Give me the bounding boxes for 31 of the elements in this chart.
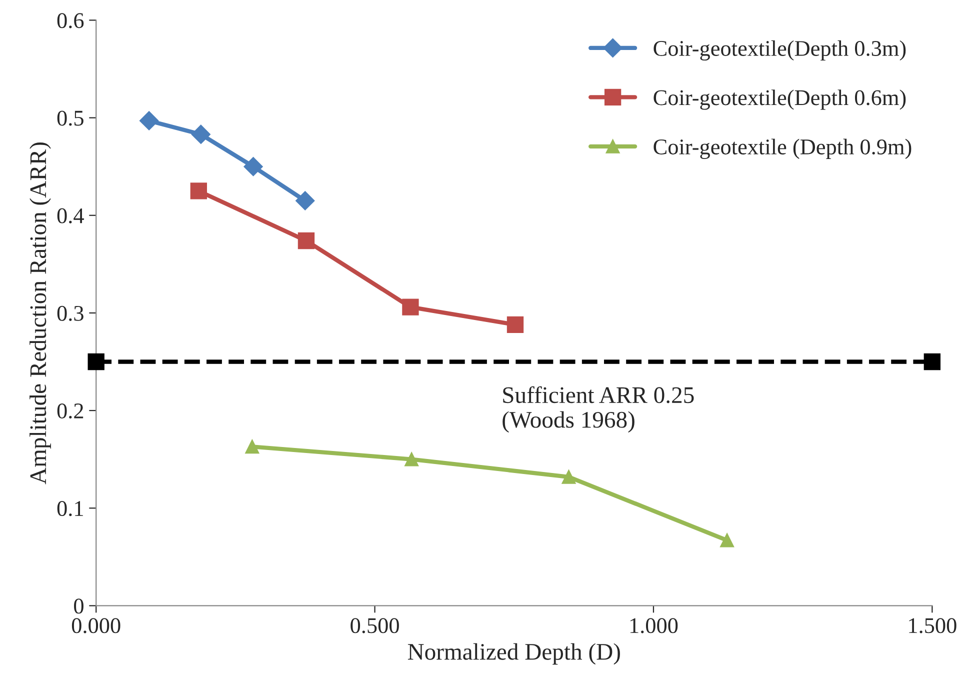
- y-tick-label: 0.3: [57, 306, 84, 321]
- point: [190, 182, 207, 200]
- y-tick-label: 0: [74, 598, 84, 614]
- y-tick-label: 0.1: [57, 501, 83, 516]
- point: [244, 157, 263, 176]
- x-axis-title: Normalized Depth (D): [408, 643, 620, 665]
- point: [402, 298, 419, 316]
- y-tick-label: 0.5: [57, 110, 84, 126]
- y-tick-label: 0.6: [57, 13, 84, 28]
- point: [720, 533, 734, 548]
- point: [924, 353, 941, 370]
- x-tick-label: 0.500: [350, 618, 399, 634]
- y-axis-title: Amplitude Reduction Ration (ARR): [30, 142, 51, 484]
- point: [404, 452, 419, 466]
- point: [88, 353, 104, 370]
- x-tick-label: 1.000: [630, 618, 678, 634]
- point: [562, 470, 576, 484]
- x-tick-label: 0.000: [72, 618, 120, 634]
- point: [296, 191, 315, 210]
- legend-label: Coir-geotextile(Depth 0.3m): [654, 40, 906, 61]
- x-tick-label: 1.500: [909, 618, 956, 634]
- y-tick-label: 0.4: [57, 208, 84, 224]
- legend-label: Coir-geotextile (Depth 0.9m): [654, 138, 912, 160]
- point: [140, 111, 159, 130]
- point: [506, 316, 524, 333]
- point: [245, 440, 260, 454]
- point: [191, 124, 210, 144]
- y-tick-label: 0.2: [57, 403, 84, 419]
- point: [298, 232, 315, 250]
- annotation: Sufficient ARR 0.25 (Woods 1968): [502, 386, 694, 433]
- legend-label: Coir-geotextile(Depth 0.6m): [654, 90, 906, 110]
